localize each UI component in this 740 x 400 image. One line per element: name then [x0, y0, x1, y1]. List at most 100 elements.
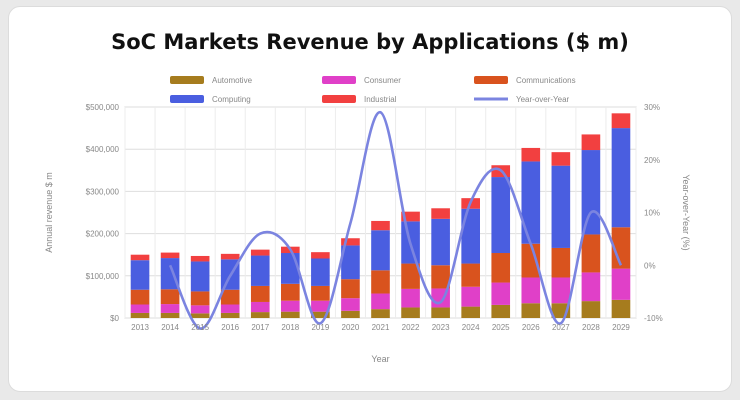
y-tick-label: $0 [110, 314, 119, 323]
bar-segment [461, 263, 480, 287]
x-tick-label: 2026 [522, 323, 540, 332]
bar-segment [160, 252, 180, 259]
bar-segment [581, 301, 601, 318]
bar-segment [401, 263, 420, 289]
bar-segment [130, 312, 150, 318]
bar-segment [130, 304, 150, 313]
bar-segment [220, 304, 240, 313]
y2-axis-label: Year-over-Year (%) [681, 174, 691, 250]
bar-segment [250, 301, 270, 313]
bar-segment [311, 285, 330, 301]
bar-segment [190, 313, 210, 318]
bar-segment [611, 299, 631, 318]
bar-segment [281, 300, 300, 312]
y-tick-label: $200,000 [86, 230, 120, 239]
bar-segment [521, 303, 541, 318]
bar-segment [130, 254, 150, 261]
bar-segment [311, 311, 330, 318]
legend-label: Consumer [364, 76, 401, 85]
y-tick-label: $100,000 [86, 272, 120, 281]
bar-segment [160, 304, 180, 313]
x-tick-label: 2023 [432, 323, 450, 332]
bar-segment [401, 211, 420, 222]
bar-segment [401, 288, 420, 308]
axes: $0 $100,000 $200,000 $300,000 $400,000 $500,0… [44, 103, 691, 364]
bar-segment [250, 255, 270, 286]
bar-segment [611, 113, 631, 129]
bar-segment [401, 307, 420, 318]
x-tick-label: 2018 [281, 323, 299, 332]
bar-segment [341, 310, 360, 318]
bar-segment [461, 208, 480, 264]
x-tick-label: 2021 [372, 323, 390, 332]
bar-segment [160, 258, 180, 290]
bar-segment [491, 304, 511, 318]
bar-segment [281, 311, 300, 318]
bar-segment [551, 247, 571, 278]
legend-swatch [170, 95, 204, 103]
x-tick-label: 2029 [612, 323, 630, 332]
bar-segment [551, 277, 571, 304]
y2-tick-label: 30% [644, 103, 660, 112]
bar-segment [611, 268, 631, 300]
legend-label: Year-over-Year [516, 95, 570, 104]
bar-segment [281, 283, 300, 301]
y-tick-label: $400,000 [86, 145, 120, 154]
legend: Automotive Consumer Communications Computin… [170, 76, 576, 104]
legend-label: Industrial [364, 95, 397, 104]
bar-segment [431, 218, 450, 266]
x-tick-label: 2025 [492, 323, 510, 332]
bar-segment [311, 300, 330, 312]
x-tick-label: 2024 [462, 323, 480, 332]
x-tick-label: 2016 [221, 323, 239, 332]
legend-swatch [170, 76, 204, 84]
yoy-line-path [168, 111, 623, 330]
bar-segment [250, 285, 270, 302]
y2-tick-label: -10% [644, 314, 663, 323]
bar-segment [521, 277, 541, 304]
bar-segment [130, 260, 150, 290]
bar-segment [581, 234, 601, 273]
bar-segment [521, 147, 541, 162]
bar-segment [431, 265, 450, 289]
bar-segment [581, 134, 601, 151]
bar-segment [521, 243, 541, 278]
yoy-line [168, 111, 623, 330]
bar-segment [551, 165, 571, 248]
bar-segment [220, 312, 240, 318]
chart-title: SoC Markets Revenue by Applications ($ m… [111, 30, 629, 54]
bar-segment [220, 289, 240, 305]
legend-swatch [322, 76, 356, 84]
x-axis-label: Year [371, 354, 389, 364]
x-tick-label: 2019 [311, 323, 329, 332]
bar-segment [371, 293, 390, 310]
bar-segment [190, 255, 210, 262]
x-tick-label: 2014 [161, 323, 179, 332]
bar-segment [371, 270, 390, 294]
y-tick-label: $300,000 [86, 187, 120, 196]
bar-segment [311, 252, 330, 259]
bar-segment [190, 305, 210, 314]
bar-segment [521, 161, 541, 244]
legend-swatch [322, 95, 356, 103]
y-axis-label: Annual revenue $ m [44, 172, 54, 253]
bar-segment [461, 306, 480, 318]
y-tick-label: $500,000 [86, 103, 120, 112]
bar-segment [160, 312, 180, 318]
bar-segment [341, 238, 360, 246]
bar-segment [371, 230, 390, 271]
bar-segment [371, 220, 390, 231]
bar-segment [311, 258, 330, 286]
bar-segment [611, 227, 631, 269]
legend-label: Communications [516, 76, 576, 85]
bar-segment [491, 282, 511, 305]
legend-label: Computing [212, 95, 251, 104]
x-tick-label: 2020 [342, 323, 360, 332]
bar-segment [491, 253, 511, 283]
y2-tick-label: 0% [644, 261, 656, 270]
x-tick-label: 2017 [251, 323, 269, 332]
bar-stacks [130, 113, 631, 318]
bar-segment [341, 279, 360, 299]
bar-segment [551, 152, 571, 166]
